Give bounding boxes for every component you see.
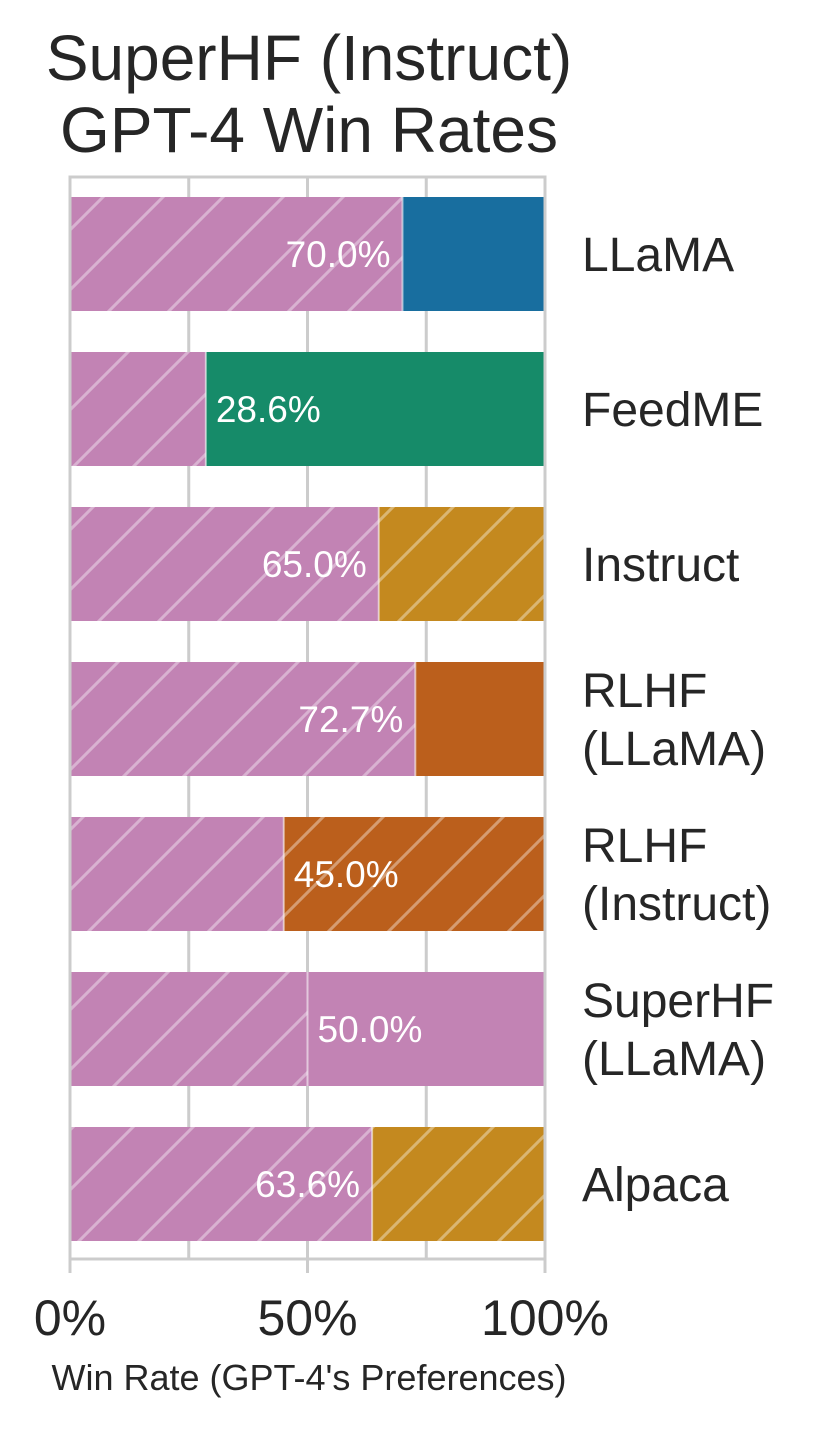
category-label: SuperHF (582, 975, 774, 1028)
bar-group: 70.0% (70, 197, 545, 311)
opponent-bar-hatch (378, 507, 545, 621)
superhf-bar-hatch (70, 352, 206, 466)
superhf-bar-hatch (70, 972, 308, 1086)
value-label: 45.0% (294, 854, 399, 895)
superhf-bar-hatch (70, 197, 403, 311)
superhf-bar-hatch (70, 817, 284, 931)
bar-group: 28.6% (70, 352, 545, 466)
x-tick-label: 100% (481, 1290, 609, 1346)
x-tick-label: 50% (257, 1290, 357, 1346)
value-label: 65.0% (262, 544, 367, 585)
category-label: LLaMA (582, 229, 734, 282)
value-label: 63.6% (255, 1164, 360, 1205)
bar-group: 45.0% (70, 817, 545, 931)
value-label: 72.7% (298, 699, 403, 740)
category-label: Alpaca (582, 1159, 729, 1212)
bars: 70.0% 28.6% 65.0% 72.7% 45.0% 50.0% 63.6% (70, 197, 545, 1241)
category-label: RLHF (582, 665, 707, 718)
opponent-bar (402, 197, 545, 311)
opponent-bar-hatch (283, 817, 545, 931)
bar-group: 63.6% (70, 1127, 545, 1241)
category-label: (LLaMA) (582, 723, 766, 776)
x-axis-label: Win Rate (GPT-4's Preferences) (51, 1357, 566, 1398)
superhf-bar-hatch (70, 1127, 373, 1241)
superhf-bar-hatch (70, 507, 379, 621)
opponent-bar (307, 972, 545, 1086)
bar-group: 65.0% (70, 507, 545, 621)
category-label: (Instruct) (582, 878, 771, 931)
superhf-bar-hatch (70, 662, 416, 776)
x-axis-ticks: 0% 50% 100% (34, 1259, 609, 1346)
x-tick-label: 0% (34, 1290, 106, 1346)
opponent-bar (205, 352, 545, 466)
category-labels: LLaMAFeedMEInstructRLHF(LLaMA)RLHF(Instr… (582, 229, 774, 1212)
opponent-bar (415, 662, 545, 776)
value-label: 50.0% (318, 1009, 423, 1050)
category-label: Instruct (582, 539, 739, 592)
chart-title-line-1: SuperHF (Instruct) (46, 22, 572, 94)
category-label: (LLaMA) (582, 1033, 766, 1086)
category-label: RLHF (582, 820, 707, 873)
opponent-bar-hatch (372, 1127, 545, 1241)
chart-title-line-2: GPT-4 Win Rates (60, 94, 558, 166)
bar-group: 50.0% (70, 972, 545, 1086)
bar-group: 72.7% (70, 662, 545, 776)
value-label: 28.6% (216, 389, 321, 430)
category-label: FeedME (582, 384, 763, 437)
value-label: 70.0% (286, 234, 391, 275)
